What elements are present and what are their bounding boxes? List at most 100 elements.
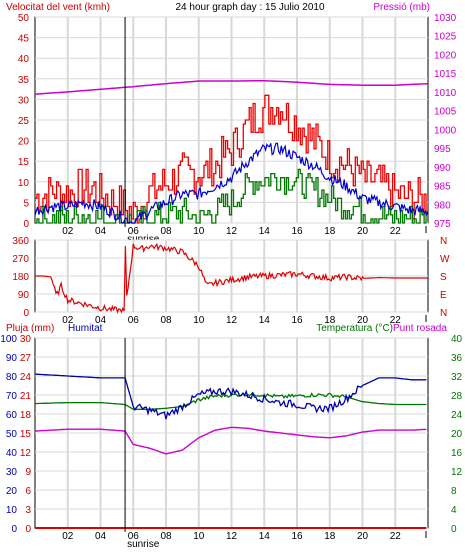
humidity-axis-title: Humitat (68, 323, 103, 334)
pressure-tick-label: 1000 (434, 125, 457, 136)
rain-tick-label: 6 (25, 486, 31, 497)
x-tick-label: 04 (95, 226, 107, 237)
x-tick-label: 20 (357, 531, 369, 542)
rain-tick-label: 18 (20, 410, 32, 421)
rain-tick-label: 12 (20, 448, 32, 459)
x-tick-label: 16 (291, 531, 303, 542)
pressure-tick-label: 975 (434, 219, 451, 230)
x-tick-label: 22 (390, 315, 402, 326)
humidity-tick-label: 40 (6, 448, 18, 459)
pressure-tick-label: 1005 (434, 107, 457, 118)
x-tick-label: 22 (390, 531, 402, 542)
wind-direction-series (35, 242, 428, 314)
x-tick-label: 12 (226, 226, 238, 237)
humidity-series (34, 373, 427, 420)
compass-label: S (440, 272, 447, 283)
compass-label: N (440, 236, 447, 247)
x-tick-label: 16 (291, 226, 303, 237)
x-tick-label: 12 (226, 315, 238, 326)
direction-tick-label: 0 (23, 308, 29, 319)
wind-tick-label: 35 (18, 75, 30, 86)
humidity-tick-label: 0 (11, 524, 17, 535)
x-tick-label: 02 (62, 226, 74, 237)
temperature-tick-label: 40 (451, 334, 463, 345)
x-tick-label: 14 (259, 315, 271, 326)
x-tick-label: 08 (160, 226, 172, 237)
pressure-tick-label: 1020 (434, 50, 457, 61)
x-tick-label: 10 (193, 531, 205, 542)
wind-min-series (35, 168, 427, 224)
temperature-tick-label: 36 (451, 353, 463, 364)
pressure-tick-label: 1010 (434, 88, 457, 99)
direction-tick-label: 360 (12, 236, 29, 247)
wind-tick-label: 5 (23, 198, 29, 209)
x-tick-label: 04 (95, 315, 107, 326)
x-tick-label: 08 (160, 531, 172, 542)
wind-avg-series (34, 142, 429, 224)
x-tick-label: 20 (357, 226, 369, 237)
compass-label: W (440, 254, 450, 265)
humidity-tick-label: 90 (6, 353, 18, 364)
rain-tick-label: 9 (25, 467, 31, 478)
temperature-tick-label: 24 (451, 410, 463, 421)
x-tick-label: 16 (291, 315, 303, 326)
humidity-tick-label: 50 (6, 429, 18, 440)
x-tick-label: 04 (95, 531, 107, 542)
wind-tick-label: 50 (18, 13, 30, 24)
pressure-axis-title: Pressió (mb) (373, 2, 430, 13)
x-tick-label: 18 (324, 531, 336, 542)
humidity-tick-label: 10 (6, 505, 18, 516)
pressure-tick-label: 1030 (434, 13, 457, 24)
x-tick-label: 18 (324, 315, 336, 326)
wind-tick-label: 10 (18, 178, 30, 189)
wind-tick-label: 40 (18, 54, 30, 65)
pressure-tick-label: 985 (434, 182, 451, 193)
humidity-tick-label: 100 (0, 334, 17, 345)
direction-tick-label: 90 (18, 290, 30, 301)
pressure-tick-label: 980 (434, 200, 451, 211)
x-tick-label: 08 (160, 315, 172, 326)
temperature-tick-label: 12 (451, 467, 463, 478)
temperature-tick-label: 20 (451, 429, 463, 440)
x-tick-label: 02 (62, 531, 74, 542)
temperature-tick-label: 16 (451, 448, 463, 459)
humidity-tick-label: 60 (6, 410, 18, 421)
humidity-tick-label: 70 (6, 391, 18, 402)
rain-tick-label: 30 (20, 334, 32, 345)
direction-tick-label: 270 (12, 254, 29, 265)
graph-title: 24 hour graph day : 15 Julio 2010 (176, 2, 325, 13)
x-tick-label: 06 (128, 531, 140, 542)
x-tick-label: 14 (259, 226, 271, 237)
temperature-series (34, 391, 427, 410)
direction-tick-label: 180 (12, 272, 29, 283)
dewpoint-series (34, 426, 427, 455)
rain-tick-label: 27 (20, 353, 32, 364)
temperature-tick-label: 0 (451, 524, 457, 535)
x-tick-label: 06 (128, 315, 140, 326)
x-tick-label: 14 (259, 531, 271, 542)
wind-tick-label: 25 (18, 116, 30, 127)
wind-axis-title: Velocitat del vent (kmh) (6, 2, 110, 13)
wind-tick-label: 0 (23, 219, 29, 230)
x-tick-label: 02 (62, 315, 74, 326)
temperature-tick-label: 28 (451, 391, 463, 402)
pressure-tick-label: 1015 (434, 69, 457, 80)
x-tick-label: 10 (193, 226, 205, 237)
wind-tick-label: 15 (18, 157, 30, 168)
rain-tick-label: 0 (25, 524, 31, 535)
humidity-tick-label: 80 (6, 372, 18, 383)
rain-tick-label: 15 (20, 429, 32, 440)
rain-axis-title: Pluja (mm) (6, 323, 54, 334)
sunrise-label: sunrise (127, 539, 160, 550)
temperature-tick-label: 4 (451, 505, 457, 516)
x-tick-label: 10 (193, 315, 205, 326)
x-tick-label: 18 (324, 226, 336, 237)
pressure-series (34, 79, 429, 95)
rain-tick-label: 24 (20, 372, 32, 383)
pressure-tick-label: 995 (434, 144, 451, 155)
x-tick-label: 06 (128, 226, 140, 237)
wind-tick-label: 20 (18, 137, 30, 148)
humidity-tick-label: 20 (6, 486, 18, 497)
